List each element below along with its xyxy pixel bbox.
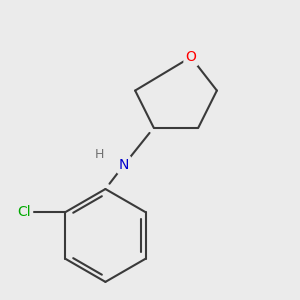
Text: H: H xyxy=(95,148,104,161)
Text: Cl: Cl xyxy=(17,205,31,219)
Text: N: N xyxy=(119,158,129,172)
Text: O: O xyxy=(185,50,196,64)
